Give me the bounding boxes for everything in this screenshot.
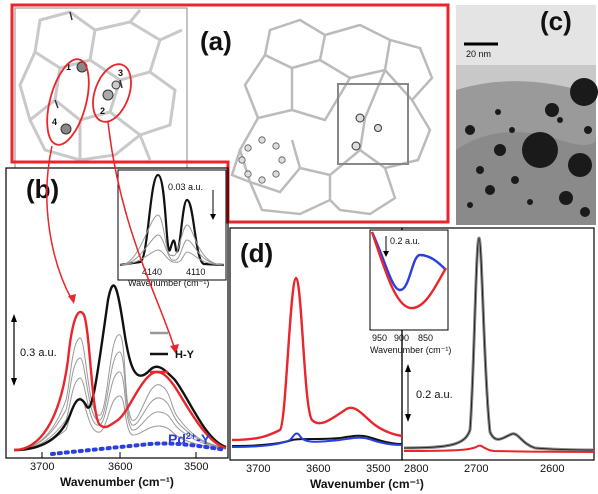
- panel-d: (d) 0.2 a.u. 950 900 850 Wavenumber (cm⁻…: [229, 227, 595, 491]
- inset-d-tick-2: 900: [394, 333, 409, 343]
- d-xtick-2700: 2700: [464, 463, 488, 475]
- panel-d-label: (d): [240, 238, 273, 268]
- panel-b: (b) 0.03 a.u. 4140 4110 Wavenumber (cm⁻¹…: [5, 121, 229, 489]
- atom-4: [60, 123, 72, 135]
- site-ellipse-right: [92, 63, 132, 123]
- series-red-b: [13, 310, 227, 452]
- inset-b-tick-2: 4110: [186, 267, 205, 277]
- atom-2: [102, 89, 114, 101]
- d-scale-label: 0.2 a.u.: [416, 389, 453, 401]
- inset-d-blue: [370, 231, 447, 292]
- series-hy: [13, 284, 227, 452]
- atom-label-2: 2: [100, 106, 105, 116]
- atom-label-1: 1: [66, 62, 71, 72]
- sodalite-cage: [238, 136, 286, 184]
- b-scale-label: 0.3 a.u.: [20, 347, 57, 359]
- series-blue-d: [231, 432, 403, 448]
- b-xtick-3700: 3700: [30, 461, 54, 473]
- panel-a-label: (a): [200, 26, 232, 56]
- b-xlabel: Wavenumber (cm⁻¹): [60, 475, 174, 489]
- spectra-b: [13, 284, 227, 452]
- panel-c: (c) 20 nm: [456, 5, 598, 225]
- inset-d-tick-3: 850: [418, 333, 433, 343]
- series-red-d: [231, 276, 403, 442]
- atom-3: [111, 80, 121, 90]
- d-xtick-3500: 3500: [366, 463, 390, 475]
- arrow-site-left: [46, 145, 73, 301]
- spectra-d-left: [231, 276, 403, 448]
- series-red-d-right: [403, 444, 595, 453]
- d-xlabel: Wavenumber (cm⁻¹): [310, 477, 424, 491]
- panel-c-label: (c): [540, 6, 572, 36]
- arrow-site-right: [107, 121, 176, 351]
- inset-d-scale: 0.2 a.u.: [390, 236, 420, 246]
- framework-overview: [230, 18, 434, 216]
- inset-d-red: [370, 231, 448, 310]
- b-xtick-3500: 3500: [184, 461, 208, 473]
- legend-hy: H-Y: [175, 349, 195, 361]
- zoom-box: [337, 83, 409, 165]
- panel-b-label: (b): [26, 174, 59, 204]
- nanoparticles: [465, 78, 598, 217]
- scale-bar-label: 20 nm: [466, 49, 491, 59]
- inset-b-scale: 0.03 a.u.: [168, 182, 203, 192]
- atom-label-3: 3: [118, 68, 123, 78]
- atom-label-4: 4: [52, 117, 57, 127]
- panel-a: 1 3 2 4 (a): [14, 7, 434, 216]
- inset-d-xlabel: Wavenumber (cm⁻¹): [370, 345, 451, 355]
- d-xtick-3700: 3700: [246, 463, 270, 475]
- inset-d-tick-1: 950: [372, 333, 387, 343]
- inset-b-curves: [119, 173, 225, 267]
- b-xtick-3600: 3600: [108, 461, 132, 473]
- site-ellipse-left: [46, 58, 90, 146]
- spectra-d-right: [403, 236, 595, 453]
- inset-b-xlabel: Wavenumber (cm⁻¹): [128, 278, 209, 288]
- inset-b-tick-1: 4140: [142, 267, 162, 277]
- d-xtick-3600: 3600: [306, 463, 330, 475]
- d-xtick-2800: 2800: [404, 463, 428, 475]
- legend-pdy: Pd2+-Y: [168, 431, 211, 447]
- d-xtick-2600: 2600: [540, 463, 564, 475]
- series-pdy: [50, 441, 228, 456]
